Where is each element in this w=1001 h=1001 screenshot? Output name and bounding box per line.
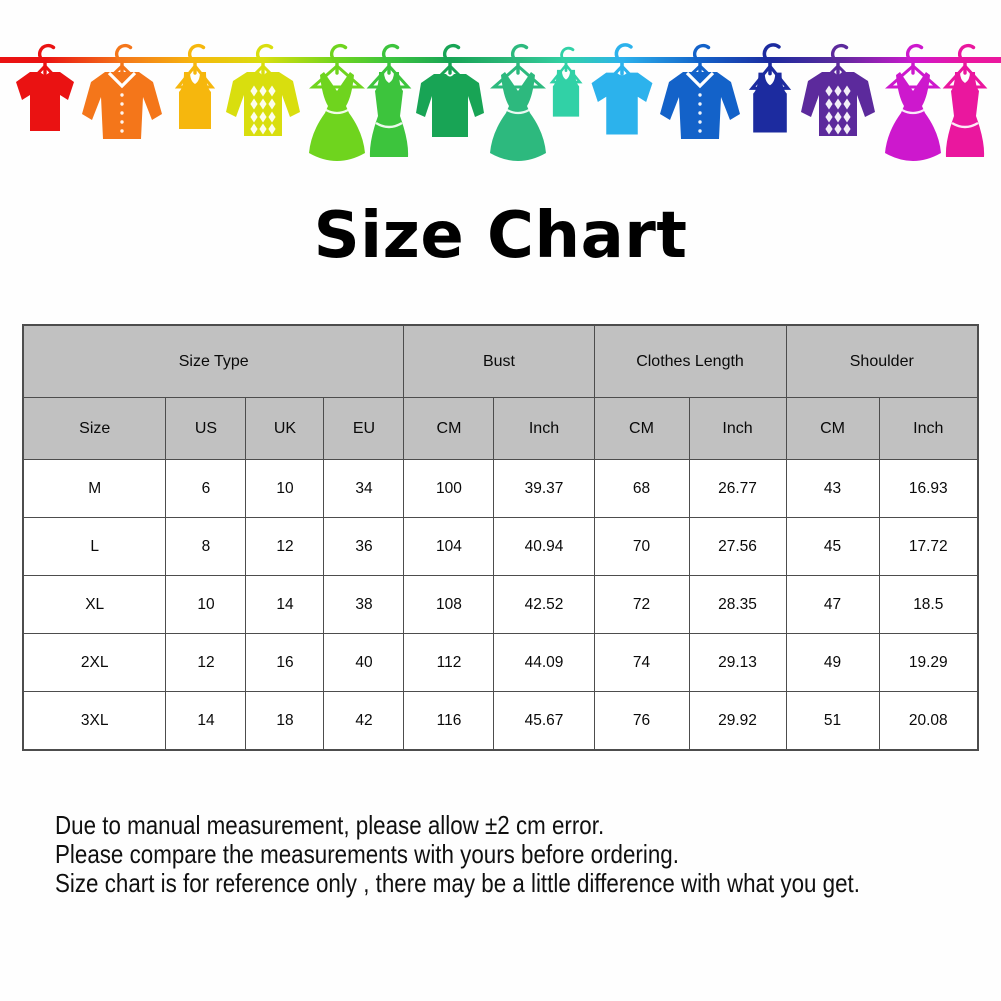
table-row: XL 10 14 38 108 42.52 72 28.35 47 18.5 [22, 575, 979, 634]
dress-icon [490, 43, 546, 161]
measurement-cell: 12 [165, 633, 247, 692]
column-header-9-inch: Inch [878, 397, 979, 460]
tank-top-icon [748, 43, 792, 133]
dress-icon [309, 43, 365, 161]
column-group-clothes-length: Clothes Length [593, 324, 787, 398]
measurement-cell: 104 [403, 517, 495, 576]
tank-top-icon [549, 46, 583, 117]
measurement-cell: 36 [323, 517, 405, 576]
measurement-cell: 27.56 [688, 517, 787, 576]
column-header-2-uk: UK [245, 397, 325, 460]
measurement-cell: 18.5 [878, 575, 979, 634]
column-group-shoulder: Shoulder [785, 324, 979, 398]
tank-top-icon [174, 43, 216, 129]
measurement-cell: 16 [245, 633, 325, 692]
measurement-cell: 34 [323, 459, 405, 518]
size-chart-table: Size Type Bust Clothes Length Shoulder Size U… [21, 324, 980, 751]
measurement-cell: 14 [165, 691, 247, 751]
measurement-cell: 116 [403, 691, 495, 751]
measurement-cell: 42 [323, 691, 405, 751]
measurement-cell: 26.77 [688, 459, 787, 518]
measurement-cell: 74 [593, 633, 690, 692]
size-table-body: M 6 10 34 100 39.37 68 26.77 43 16.93 L 8 12 36 104 40.… [22, 459, 979, 751]
measurement-cell: 40.94 [493, 517, 595, 576]
argyle-sweater-icon [226, 43, 300, 136]
note-line-2: Please compare the measurements with you… [55, 839, 679, 869]
measurement-cell: 44.09 [493, 633, 595, 692]
measurement-cell: 43 [785, 459, 880, 518]
size-label: 3XL [22, 691, 167, 751]
tshirt-icon [591, 43, 653, 135]
long-sleeve-top-icon [416, 43, 484, 137]
column-header-1-us: US [165, 397, 247, 460]
column-header-0-size: Size [22, 397, 167, 460]
measurement-cell: 10 [165, 575, 247, 634]
dress-icon [885, 43, 941, 161]
note-line-3: Size chart is for reference only , there… [55, 868, 860, 898]
table-row: 2XL 12 16 40 112 44.09 74 29.13 49 19.29 [22, 633, 979, 692]
clothing-banner-svg [0, 43, 1001, 161]
table-row: M 6 10 34 100 39.37 68 26.77 43 16.93 [22, 459, 979, 518]
measurement-cell: 49 [785, 633, 880, 692]
column-header-5-inch: Inch [493, 397, 595, 460]
measurement-cell: 19.29 [878, 633, 979, 692]
measurement-cell: 72 [593, 575, 690, 634]
size-label: 2XL [22, 633, 167, 692]
size-label: XL [22, 575, 167, 634]
column-header-4-cm: CM [403, 397, 495, 460]
measurement-cell: 29.13 [688, 633, 787, 692]
measurement-cell: 42.52 [493, 575, 595, 634]
measurement-cell: 51 [785, 691, 880, 751]
measurement-cell: 40 [323, 633, 405, 692]
tank-dress-icon [366, 43, 412, 157]
measurement-cell: 12 [245, 517, 325, 576]
tank-dress-icon [942, 43, 988, 157]
measurement-cell: 45.67 [493, 691, 595, 751]
measurement-cell: 45 [785, 517, 880, 576]
column-header-3-eu: EU [323, 397, 405, 460]
size-table-head: Size Type Bust Clothes Length Shoulder Size U… [22, 324, 979, 460]
measurement-cell: 38 [323, 575, 405, 634]
measurement-cell: 108 [403, 575, 495, 634]
measurement-cell: 39.37 [493, 459, 595, 518]
measurement-cell: 100 [403, 459, 495, 518]
measurement-cell: 18 [245, 691, 325, 751]
button-shirt-icon [82, 43, 162, 139]
column-header-6-cm: CM [593, 397, 690, 460]
page-title: Size Chart [313, 199, 688, 273]
column-group-size-type: Size Type [22, 324, 405, 398]
measurement-cell: 16.93 [878, 459, 979, 518]
measurement-cell: 29.92 [688, 691, 787, 751]
tshirt-icon [16, 43, 74, 131]
note-line-1: Due to manual measurement, please allow … [55, 810, 605, 840]
measurement-cell: 28.35 [688, 575, 787, 634]
argyle-sweater-icon [801, 43, 875, 136]
measurement-notes: Due to manual measurement, please allow … [55, 811, 1001, 898]
table-row: L 8 12 36 104 40.94 70 27.56 45 17.72 [22, 517, 979, 576]
size-label: M [22, 459, 167, 518]
column-header-7-inch: Inch [688, 397, 787, 460]
table-row: 3XL 14 18 42 116 45.67 76 29.92 51 20.08 [22, 691, 979, 751]
measurement-cell: 20.08 [878, 691, 979, 751]
button-shirt-icon [660, 43, 740, 139]
measurement-cell: 14 [245, 575, 325, 634]
measurement-cell: 8 [165, 517, 247, 576]
measurement-cell: 47 [785, 575, 880, 634]
size-label: L [22, 517, 167, 576]
measurement-cell: 70 [593, 517, 690, 576]
measurement-cell: 17.72 [878, 517, 979, 576]
clothing-banner [0, 0, 1001, 178]
measurement-cell: 10 [245, 459, 325, 518]
measurement-cell: 6 [165, 459, 247, 518]
measurement-cell: 76 [593, 691, 690, 751]
column-group-bust: Bust [403, 324, 595, 398]
measurement-cell: 112 [403, 633, 495, 692]
clothesline-rope [0, 57, 1001, 63]
size-chart-page: Size Chart Size Type Bust Clothes Length Sh… [0, 0, 1001, 898]
measurement-cell: 68 [593, 459, 690, 518]
column-header-8-cm: CM [785, 397, 880, 460]
